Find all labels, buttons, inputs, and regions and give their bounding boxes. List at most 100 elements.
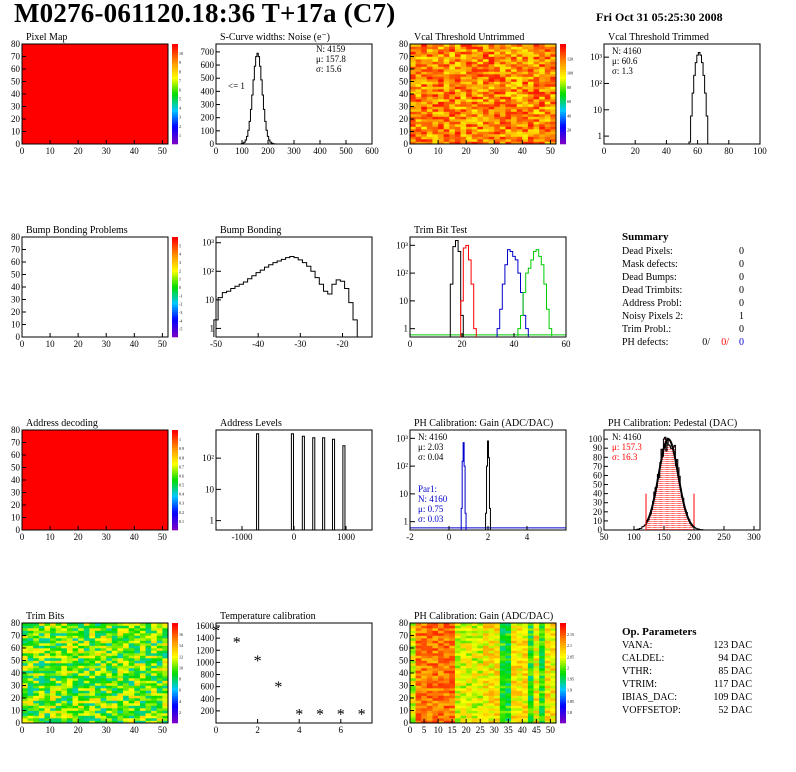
heatmap-cell	[449, 625, 456, 629]
heatmap-cell	[443, 121, 450, 125]
heatmap-cell	[55, 643, 62, 646]
heatmap-cell	[483, 700, 489, 704]
heatmap-cell	[145, 673, 152, 676]
heatmap-cell	[134, 690, 141, 694]
heatmap-cell	[511, 675, 517, 679]
heatmap-cell	[432, 51, 439, 55]
heatmap-cell	[533, 693, 540, 696]
heatmap-cell	[522, 690, 529, 694]
heatmap-cell	[33, 660, 40, 664]
heatmap-cell	[123, 683, 129, 686]
heatmap-cell	[550, 126, 557, 130]
heatmap-cell	[55, 678, 62, 681]
heatmap-cell	[415, 96, 422, 100]
heatmap-cell	[61, 700, 68, 704]
x-tick-label: 10	[434, 146, 444, 156]
heatmap-cell	[44, 703, 51, 706]
heatmap-cell	[539, 121, 546, 125]
heatmap-cell	[511, 136, 517, 140]
heatmap-cell	[544, 66, 551, 70]
colorbar-segment	[172, 294, 178, 298]
colorbar-label: 0.4	[179, 492, 184, 497]
heatmap-cell	[466, 718, 473, 721]
heatmap-cell	[44, 683, 51, 686]
heatmap-cell	[145, 638, 152, 641]
heatmap-cell	[33, 658, 40, 661]
heatmap-cell	[128, 690, 135, 694]
heatmap-cell	[38, 680, 45, 684]
heatmap-cell	[61, 668, 68, 671]
heatmap-cell	[505, 66, 512, 70]
underflow-annotation: <= 1	[228, 81, 245, 91]
heatmap-cell	[426, 628, 433, 631]
heatmap-cell	[145, 678, 152, 681]
heatmap-cell	[89, 633, 96, 636]
heatmap-cell	[78, 688, 85, 691]
heatmap-cell	[27, 635, 34, 639]
heatmap-cell	[100, 675, 107, 679]
heatmap-cell	[550, 89, 557, 92]
heatmap-cell	[432, 648, 439, 651]
heatmap-cell	[522, 670, 529, 674]
heatmap-cell	[89, 640, 96, 644]
heatmap-cell	[66, 653, 73, 656]
heatmap-cell	[539, 136, 546, 140]
heatmap-cell	[527, 635, 534, 639]
heatmap-cell	[432, 124, 439, 127]
heatmap-cell	[544, 660, 551, 664]
heatmap-cell	[100, 705, 107, 709]
heatmap-cell	[100, 643, 107, 646]
heatmap-cell	[483, 715, 489, 719]
heatmap-cell	[527, 683, 534, 686]
heatmap-cell	[421, 79, 428, 82]
heatmap-cell	[454, 700, 461, 704]
heatmap-cell	[156, 715, 163, 719]
colorbar-segment	[172, 720, 178, 724]
colorbar-segment	[172, 487, 178, 491]
heatmap-cell	[471, 136, 478, 140]
colorbar-segment	[172, 628, 178, 631]
heatmap-cell	[454, 71, 461, 75]
heatmap-cell	[415, 66, 422, 70]
summary-label: Dead Pixels:	[622, 246, 673, 257]
heatmap-cell	[134, 625, 141, 629]
heatmap-cell	[550, 141, 557, 145]
colorbar-segment	[172, 670, 178, 674]
heatmap-cell	[78, 635, 85, 639]
colorbar-segment	[172, 254, 178, 258]
heatmap-cell	[516, 638, 523, 641]
heatmap-cell	[72, 690, 79, 694]
heatmap-cell	[505, 99, 512, 102]
heatmap-cell	[22, 705, 28, 709]
heatmap-cell	[533, 695, 540, 699]
colorbar-segment	[172, 675, 178, 679]
heatmap-cell	[488, 658, 495, 661]
heatmap-cell	[488, 106, 495, 110]
heatmap-cell	[511, 715, 517, 719]
heatmap-cell	[95, 628, 101, 631]
heatmap-cell	[454, 129, 461, 132]
heatmap-cell	[550, 129, 557, 132]
colorbar-label: 4	[179, 699, 181, 704]
colorbar-segment	[172, 124, 178, 127]
heatmap-cell	[471, 84, 478, 87]
heatmap-cell	[33, 635, 40, 639]
heatmap-cell	[539, 670, 546, 674]
colorbar-segment	[172, 44, 178, 47]
heatmap-cell	[438, 106, 444, 110]
heatmap-cell	[415, 101, 422, 105]
heatmap-cell	[477, 660, 484, 664]
heatmap-cell	[499, 693, 506, 696]
heatmap-cell	[139, 700, 146, 704]
colorbar-segment	[172, 274, 178, 278]
heatmap-cell	[533, 648, 540, 651]
heatmap-cell	[539, 59, 546, 62]
heatmap-cell	[117, 718, 124, 721]
heatmap-cell	[494, 66, 501, 70]
heatmap-cell	[72, 665, 79, 669]
heatmap-cell	[550, 695, 557, 699]
heatmap-cell	[156, 663, 163, 666]
heatmap-cell	[432, 141, 439, 145]
heatmap-cell	[471, 119, 478, 122]
heatmap-cell	[426, 84, 433, 87]
